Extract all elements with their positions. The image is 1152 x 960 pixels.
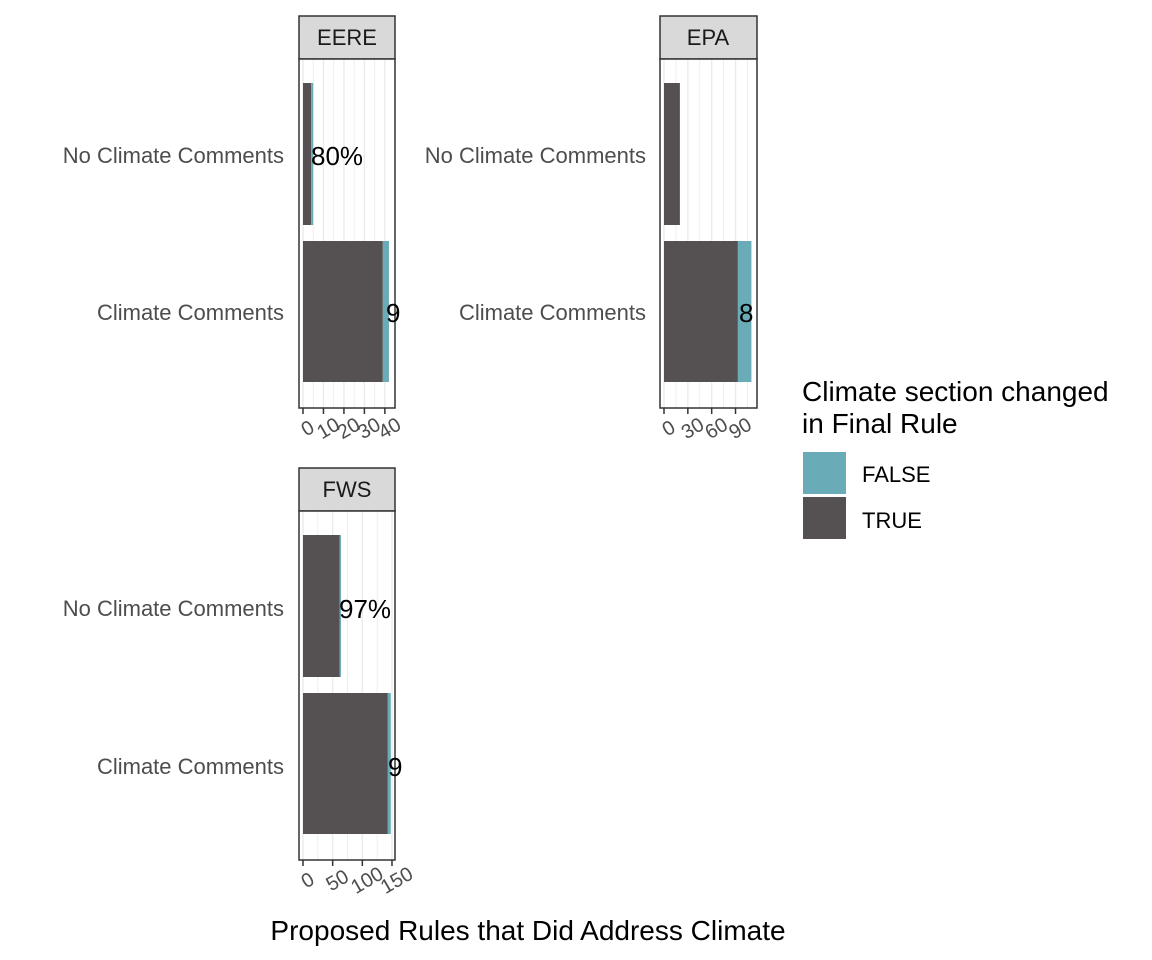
panel-fws: FWS No Climate Comments Climate Comments…: [63, 467, 417, 899]
x-tick-label-eere-40: 40: [375, 414, 405, 444]
x-tick-label-epa-90: 90: [725, 414, 755, 444]
category-label-epa-climate: Climate Comments: [459, 300, 646, 325]
x-axis-title: Proposed Rules that Did Address Climate: [270, 915, 785, 946]
strip-label-eere: EERE: [317, 25, 377, 50]
legend: Climate section changed in Final Rule FA…: [802, 376, 1109, 539]
bar-eere-no-climate-comments-true: [303, 83, 312, 225]
legend-label-true: TRUE: [862, 508, 922, 533]
bar-epa-climate-comments-false: [737, 241, 752, 382]
bar-eere-climate-comments-true: [303, 241, 383, 382]
category-label-fws-climate: Climate Comments: [97, 754, 284, 779]
bar-fws-climate-comments-false: [387, 693, 391, 834]
x-tick-label-epa-0: 0: [659, 416, 680, 441]
bar-fws-climate-comments-true: [303, 693, 388, 834]
x-tick-label-fws-0: 0: [298, 868, 319, 893]
legend-title-line-1: Climate section changed: [802, 376, 1109, 407]
data-label-eere-climate: 9: [386, 298, 400, 328]
bars-eere: [303, 83, 389, 382]
strip-label-epa: EPA: [687, 25, 730, 50]
strip-eere: [298, 15, 396, 60]
strip-epa: [659, 15, 758, 60]
bar-epa-climate-comments-true: [664, 241, 738, 382]
panel-border-eere: [298, 58, 396, 409]
legend-key-false: [803, 452, 846, 494]
legend-label-false: FALSE: [862, 462, 930, 487]
bars-epa: [664, 83, 752, 382]
legend-title-line-2: in Final Rule: [802, 408, 958, 439]
category-label-eere-climate: Climate Comments: [97, 300, 284, 325]
category-label-epa-no-climate: No Climate Comments: [425, 143, 646, 168]
category-label-eere-no-climate: No Climate Comments: [63, 143, 284, 168]
bar-eere-no-climate-comments-false: [311, 83, 314, 225]
category-label-fws-no-climate: No Climate Comments: [63, 596, 284, 621]
bar-fws-no-climate-comments-false: [339, 535, 341, 677]
strip-label-fws: FWS: [323, 477, 372, 502]
data-label-fws-climate: 9: [388, 752, 402, 782]
data-label-eere-no-climate: 80%: [311, 141, 363, 171]
bar-fws-no-climate-comments-true: [303, 535, 340, 677]
bar-epa-no-climate-comments-true: [664, 83, 680, 225]
data-label-epa-climate: 8: [739, 298, 753, 328]
panel-border-epa: [659, 58, 758, 409]
legend-key-true: [803, 497, 846, 539]
panel-border-fws: [298, 510, 396, 861]
data-label-fws-no-climate: 97%: [339, 594, 391, 624]
bars-fws: [303, 535, 391, 834]
panel-epa: EPA No Climate Comments Climate Comments…: [425, 15, 758, 444]
panel-eere: EERE No Climate Comments Climate Comment…: [63, 15, 405, 444]
bar-eere-climate-comments-false: [382, 241, 389, 382]
x-tick-label-fws-150: 150: [377, 863, 417, 899]
